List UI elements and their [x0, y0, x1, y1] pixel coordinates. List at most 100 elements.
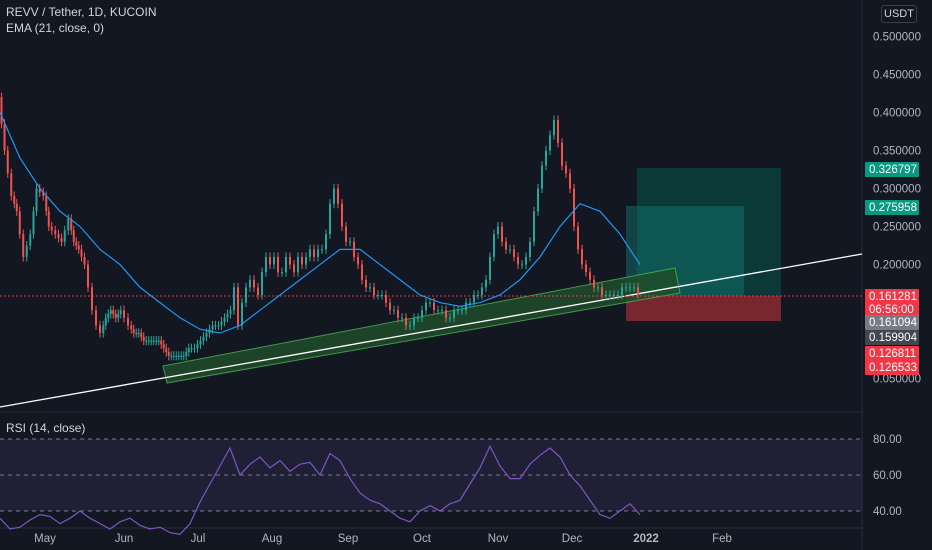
ema-legend[interactable]: EMA (21, close, 0): [6, 21, 105, 35]
price-tick-label: 0.200000: [873, 260, 921, 272]
candle-body: [10, 173, 13, 197]
price-tag-bg: [865, 330, 919, 345]
candle-body: [63, 230, 66, 242]
price-tag-bg: [865, 346, 919, 361]
candle-body: [199, 340, 202, 345]
candle-body: [617, 294, 619, 296]
candle-body: [469, 302, 471, 304]
rsi-legend[interactable]: RSI (14, close): [6, 421, 86, 435]
candle-body: [477, 294, 479, 296]
candle-body: [633, 287, 635, 289]
time-tick-label: 2022: [633, 533, 659, 545]
candle-body: [361, 264, 363, 280]
candle-body: [13, 196, 16, 204]
rsi-tick-label: 40.00: [873, 506, 902, 518]
candle-body: [137, 333, 140, 335]
candle-body: [429, 302, 431, 304]
candle-body: [47, 211, 50, 227]
price-tag-label: 0.161281: [869, 291, 917, 303]
candle-body: [517, 256, 519, 265]
candle-body: [405, 317, 407, 326]
price-tick-label: 0.500000: [873, 31, 921, 43]
candle-body: [445, 310, 447, 318]
price-tag: 0.161281: [865, 289, 919, 304]
candle-body: [481, 287, 483, 295]
candle-body: [165, 348, 168, 353]
candle-body: [157, 340, 160, 342]
candle-body: [417, 317, 419, 319]
candle-body: [561, 142, 563, 166]
candle-body: [25, 245, 28, 257]
symbol-title[interactable]: REVV / Tether, 1D, KUCOIN: [6, 5, 157, 19]
candle-body: [182, 355, 185, 357]
candle-body: [525, 256, 527, 265]
candle-body: [253, 279, 255, 288]
candle-body: [3, 123, 6, 151]
time-axis[interactable]: May Jun Jul Aug Sep Oct Nov Dec 2022 Feb: [34, 533, 732, 545]
candle-body: [545, 150, 547, 166]
candle-body: [317, 249, 319, 257]
candle-body: [533, 211, 535, 242]
price-tag-label: 0.275958: [869, 202, 917, 214]
candle-body: [142, 336, 145, 341]
candle-body: [162, 344, 165, 349]
candle-body: [123, 310, 125, 318]
candle-body: [249, 279, 251, 288]
candle-body: [297, 256, 299, 273]
candle-body: [95, 310, 97, 326]
price-tag-bg: [865, 289, 919, 304]
candle-body: [70, 218, 73, 231]
candle-body: [147, 340, 150, 342]
grid: [0, 0, 863, 550]
candle-body: [155, 340, 158, 342]
candle-body: [473, 294, 475, 303]
candle-body: [541, 165, 543, 189]
candle-body: [497, 226, 499, 235]
candle-body: [553, 120, 555, 136]
candle-body: [112, 310, 115, 315]
candle-body: [60, 237, 63, 242]
long-position-tool[interactable]: [626, 168, 781, 321]
rsi-band: [0, 439, 862, 511]
price-tag: 0.126811: [865, 346, 919, 361]
time-tick-label: Jul: [191, 533, 206, 545]
risk-zone: [626, 296, 781, 321]
candle-body: [119, 310, 122, 315]
candle-body: [140, 333, 143, 337]
currency-button[interactable]: USDT: [881, 5, 917, 23]
rsi-axis[interactable]: 80.00 60.00 40.00: [873, 434, 902, 518]
candle-body: [114, 314, 117, 318]
time-tick-label: Feb: [712, 533, 732, 545]
price-axis[interactable]: 0.500000 0.450000 0.400000 0.350000 0.300000…: [873, 31, 921, 385]
support-trendline[interactable]: [0, 253, 863, 408]
rsi-line: [0, 444, 641, 536]
candle-body: [32, 211, 35, 235]
candle-body: [229, 310, 232, 315]
candle-body: [102, 325, 105, 334]
price-tag-label: 0.126811: [869, 348, 916, 360]
candle-body: [293, 264, 295, 273]
candle-body: [301, 256, 303, 265]
candle-body: [77, 245, 80, 250]
time-tick-label: Jun: [115, 533, 134, 545]
candle-body: [549, 135, 551, 151]
candle-body: [257, 287, 259, 295]
candle-body: [521, 264, 523, 266]
candle-body: [57, 234, 60, 238]
candle-body: [245, 287, 247, 303]
price-tag: 0.275958: [865, 200, 919, 215]
candle-body: [345, 226, 347, 242]
candle-body: [109, 310, 112, 315]
candle-body: [333, 188, 335, 204]
candle-body: [193, 348, 196, 350]
candle-body: [537, 188, 539, 212]
candle-body: [581, 249, 583, 265]
candle-body: [437, 310, 439, 312]
candle-body: [135, 333, 138, 335]
candle-body: [237, 287, 239, 326]
candle-body: [54, 230, 57, 235]
candle-body: [569, 173, 571, 189]
candle-body: [273, 256, 275, 265]
price-tag: 0.159904: [865, 330, 919, 345]
